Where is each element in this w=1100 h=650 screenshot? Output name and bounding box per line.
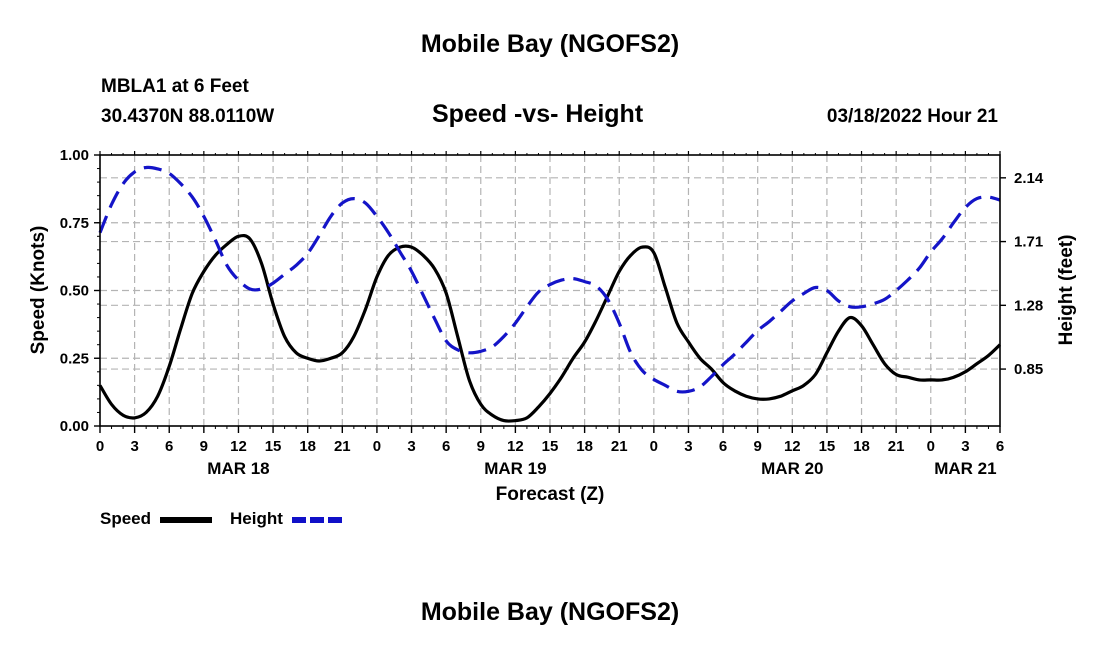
x-tick-label: 18 — [576, 438, 593, 455]
y-left-tick-label: 0.00 — [60, 418, 89, 435]
series-layer — [98, 165, 1002, 423]
date-label: MAR 20 — [761, 459, 823, 478]
x-tick-label: 9 — [200, 438, 208, 455]
height-series-line — [98, 165, 1001, 394]
y-right-tick-label: 0.85 — [1014, 361, 1043, 378]
x-tick-label: 0 — [373, 438, 381, 455]
y-axis-right-label: Height (feet) — [1056, 235, 1077, 346]
speed-series-line — [98, 233, 1002, 423]
x-tick-label: 6 — [996, 438, 1004, 455]
legend-speed-label: Speed — [100, 509, 152, 528]
x-tick-label: 3 — [407, 438, 415, 455]
x-tick-label: 15 — [542, 438, 559, 455]
x-tick-label: 9 — [754, 438, 762, 455]
y-axis-left-label: Speed (Knots) — [28, 226, 49, 355]
x-tick-label: 3 — [130, 438, 138, 455]
legend-speed-swatch — [160, 517, 212, 523]
x-tick-label: 9 — [477, 438, 485, 455]
y-right-tick-label: 1.71 — [1014, 234, 1043, 251]
x-tick-label: 15 — [265, 438, 282, 455]
x-tick-label: 18 — [299, 438, 316, 455]
forecast-timestamp: 03/18/2022 Hour 21 — [826, 106, 998, 127]
x-tick-label: 0 — [96, 438, 104, 455]
date-label: MAR 21 — [934, 459, 996, 478]
grid — [100, 155, 1000, 426]
date-label: MAR 18 — [207, 459, 269, 478]
x-tick-label: 21 — [334, 438, 351, 455]
y-right-tick-label: 2.14 — [1014, 170, 1044, 187]
x-tick-label: 12 — [230, 438, 247, 455]
axes: 0 3 6 9 12 15 18 21 0 3 6 9 12 15 18 21 0 3 6 9 12 15 18 21 0 3 6M… — [60, 147, 1044, 478]
x-tick-label: 0 — [650, 438, 658, 455]
x-tick-label: 3 — [684, 438, 692, 455]
y-left-tick-label: 0.75 — [60, 215, 89, 232]
y-right-tick-label: 1.28 — [1014, 297, 1043, 314]
x-tick-label: 6 — [165, 438, 173, 455]
x-tick-label: 6 — [442, 438, 450, 455]
y-left-tick-label: 0.50 — [60, 283, 89, 300]
date-label: MAR 19 — [484, 459, 546, 478]
y-left-tick-label: 1.00 — [60, 147, 89, 164]
y-left-tick-label: 0.25 — [60, 350, 89, 367]
x-axis-label: Forecast (Z) — [496, 484, 605, 505]
legend-height-label: Height — [230, 509, 283, 528]
station-label: MBLA1 at 6 Feet — [101, 76, 249, 97]
x-tick-label: 6 — [719, 438, 727, 455]
x-tick-label: 15 — [819, 438, 836, 455]
footer-title: Mobile Bay (NGOFS2) — [420, 598, 680, 626]
x-tick-label: 3 — [961, 438, 969, 455]
chart-subtitle: Speed -vs- Height — [432, 100, 644, 128]
x-tick-label: 0 — [927, 438, 935, 455]
page-title: Mobile Bay (NGOFS2) — [420, 30, 680, 58]
x-tick-label: 21 — [888, 438, 905, 455]
x-tick-label: 18 — [853, 438, 870, 455]
x-tick-label: 12 — [507, 438, 524, 455]
station-coordinates: 30.4370N 88.0110W — [101, 106, 275, 127]
x-tick-label: 21 — [611, 438, 628, 455]
x-tick-label: 12 — [784, 438, 801, 455]
legend-height-swatch — [292, 517, 342, 523]
